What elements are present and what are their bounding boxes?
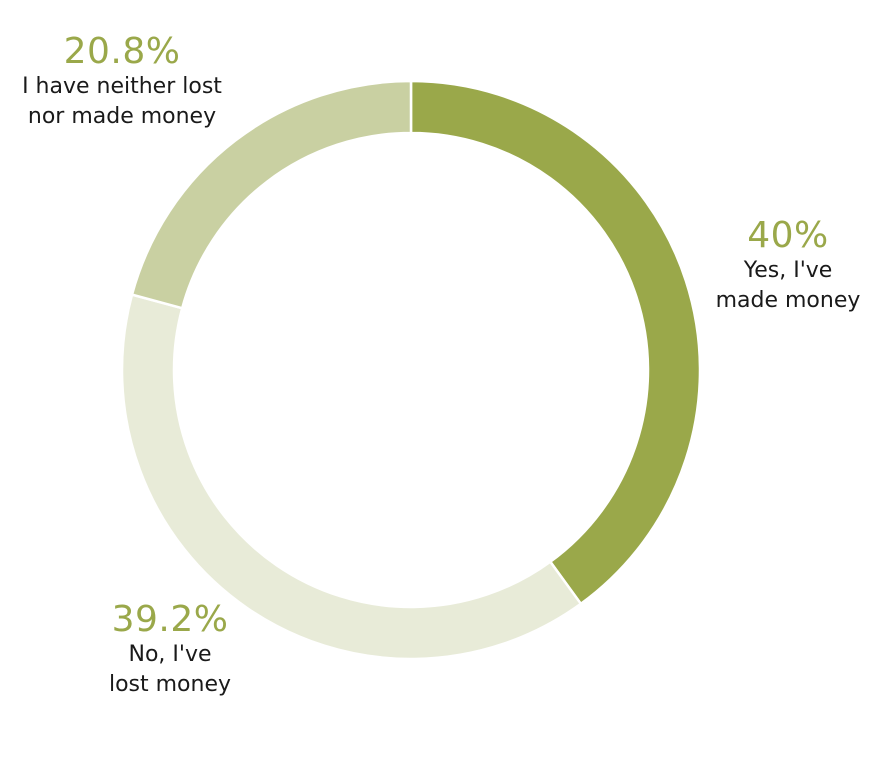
slice-neither <box>130 79 413 310</box>
slice-text-made-money-line1: Yes, I've <box>743 258 833 283</box>
slice-text-neither-line1: I have neither lost <box>22 74 222 99</box>
slice-made-money <box>409 79 702 606</box>
slice-percent-lost-money: 39.2% <box>111 599 229 640</box>
slice-text-made-money-line2: made money <box>715 288 861 313</box>
slice-text-neither-line2: nor made money <box>27 104 217 129</box>
slice-label-lost-money: 39.2% No, I've lost money <box>80 600 260 700</box>
slice-text-lost-money-line2: lost money <box>108 672 232 697</box>
slice-percent-made-money: 40% <box>747 215 829 256</box>
slice-label-neither: 20.8% I have neither lost nor made money <box>0 32 244 132</box>
slice-percent-neither: 20.8% <box>63 31 181 72</box>
slice-lost-money <box>120 293 583 661</box>
slice-text-lost-money-line1: No, I've <box>128 642 212 667</box>
slice-label-made-money: 40% Yes, I've made money <box>708 216 868 316</box>
